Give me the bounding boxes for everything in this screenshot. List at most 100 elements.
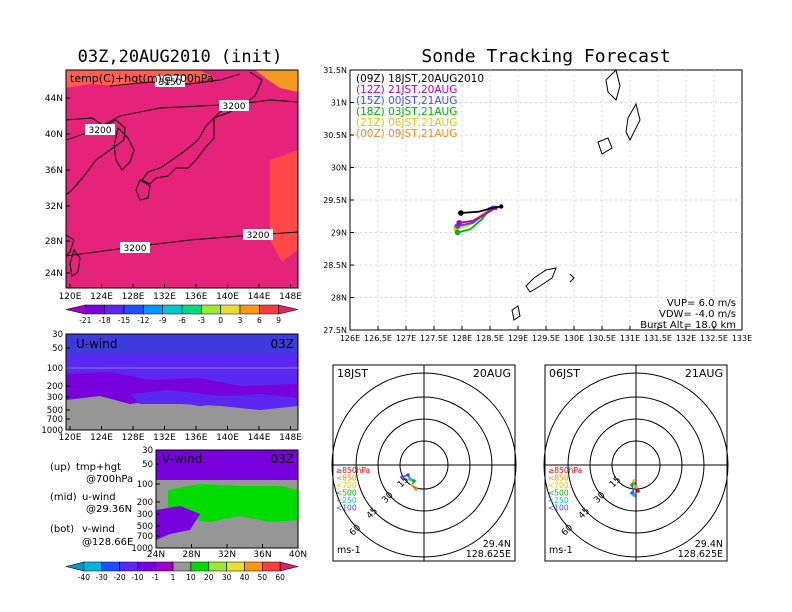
contour-label-group: 3150 3200 3200 3200 3200 (85, 76, 273, 254)
coastline-taiwan (69, 248, 81, 277)
colorbar-swatch (278, 304, 299, 315)
lon-tick-label: 136E (185, 433, 208, 443)
colorbar-label: 9 (276, 316, 281, 325)
colorbar-label: 20 (204, 573, 214, 582)
lat-tick-label: 28N (45, 237, 63, 247)
coastline-korea-china (65, 117, 126, 196)
pressure-level-legend: <700 (548, 481, 569, 490)
lon-tick-label: 128E (122, 292, 145, 302)
x-tick-label: 128.5E (476, 334, 504, 343)
lon-tick-label: 140E (216, 292, 239, 302)
info-vup: VUP= 6.0 m/s (667, 298, 736, 309)
pressure-tick-label: 30 (142, 446, 153, 456)
tracking-series (453, 204, 504, 236)
pressure-level-legend: ≥850hPa (336, 466, 370, 475)
warm-orange-region-2 (255, 70, 298, 92)
temperature-map-panel: 3150 3200 3200 3200 3200 temp(C)+hgt(m)@… (45, 69, 302, 302)
u-wind-time: 03Z (271, 337, 295, 351)
track-line (460, 205, 502, 214)
colorbar-label: -20 (113, 573, 125, 582)
hodograph-point (410, 483, 414, 487)
pressure-tick-label: 1000 (41, 426, 63, 436)
map-lon-axis: 120E 124E 128E 132E 136E 140E 144E 148E (59, 284, 302, 302)
colorbar-label: -15 (118, 316, 130, 325)
colorbar-swatch (239, 304, 260, 315)
lat-tick-label: 32N (218, 550, 236, 560)
colorbar-swatch (172, 561, 192, 572)
colorbar-label: 3 (238, 316, 243, 325)
x-tick-label: 131.5E (644, 334, 672, 343)
hodograph-lat: 29.4N (483, 539, 511, 550)
u-wind-label: U-wind (76, 337, 117, 351)
colorbar-swatch (279, 561, 299, 572)
note-value: tmp+hgt (76, 462, 121, 473)
tracking-grid (350, 70, 742, 330)
pressure-level-legend: <500 (336, 489, 357, 498)
colorbar-label: 50 (258, 573, 268, 582)
pressure-tick-label: 500 (137, 522, 153, 532)
colorbar-swatch (119, 561, 138, 572)
colorbar-label: 10 (186, 573, 196, 582)
lon-tick-label: 144E (248, 292, 271, 302)
colorbar-label: -1 (151, 573, 159, 582)
y-tick-label: 29.5N (323, 196, 347, 205)
contour-label: 3150 (159, 78, 182, 88)
u-wind-frame (65, 333, 299, 431)
lat-tick-label: 32N (45, 202, 63, 212)
v-wind-northward (168, 484, 298, 522)
lon-tick-label: 120E (59, 292, 82, 302)
pressure-level-legend: <100 (336, 504, 357, 513)
warm-region-3 (270, 150, 298, 262)
island-small (569, 273, 575, 283)
hodograph-point (408, 477, 412, 481)
launch-point (458, 210, 464, 216)
island-amami (525, 267, 557, 293)
lon-tick-label: 144E (248, 433, 271, 443)
colorbar-label: -9 (159, 316, 167, 325)
hodograph-date: 21AUG (685, 367, 723, 380)
lat-tick-label: 40N (45, 130, 63, 140)
x-tick-label: 130E (564, 334, 584, 343)
launch-point (454, 229, 461, 236)
note-key: (up) (50, 462, 71, 473)
colorbar-swatch (154, 561, 174, 572)
pressure-level-legend: <850 (548, 474, 569, 483)
lat-tick-label: 24N (45, 269, 63, 279)
hodograph-lon: 128.625E (466, 549, 511, 560)
lat-tick-label: 36N (45, 166, 63, 176)
y-tick-label: 28.5N (323, 261, 347, 270)
u-wind-mid (130, 390, 298, 410)
track-line (459, 207, 497, 224)
x-tick-label: 127E (396, 334, 416, 343)
pressure-tick-label: 50 (142, 460, 153, 470)
colorbar-label: -40 (78, 573, 90, 582)
x-tick-label: 128E (452, 334, 472, 343)
colorbar-swatch (65, 561, 85, 572)
colorbar-swatch (201, 304, 221, 315)
hodograph-time: 06JST (549, 367, 580, 380)
lat-tick-label: 44N (45, 94, 63, 104)
lon-tick-label: 132E (153, 292, 176, 302)
map-field-label: temp(C)+hgt(m)@700hPa (70, 72, 214, 85)
colorbar-swatch (190, 561, 210, 572)
lat-tick-label: 36N (253, 550, 271, 560)
colorbar-swatch (101, 561, 120, 572)
v-wind-low (200, 522, 298, 548)
colorbar-swatch (220, 304, 241, 315)
colorbar-swatch (259, 304, 279, 315)
pressure-level-legend: <500 (548, 489, 569, 498)
legend-entry: (09Z) 18JST,20AUG2010 (356, 73, 484, 85)
v-wind-lat-axis: 24N 28N 32N 36N 40N (147, 544, 307, 560)
note-key: (mid) (50, 492, 77, 503)
wind-colorbar: -40 -30 -20 -10 -1 1 10 20 30 40 50 60 (65, 561, 299, 582)
pressure-tick-label: 50 (52, 344, 63, 354)
contour-label: 3200 (223, 102, 246, 112)
colorbar-swatch (226, 561, 245, 572)
pressure-tick-label: 1000 (131, 544, 153, 554)
pressure-tick-label: 500 (47, 406, 63, 416)
colorbar-swatch (181, 304, 202, 315)
colorbar-label: 40 (240, 573, 250, 582)
